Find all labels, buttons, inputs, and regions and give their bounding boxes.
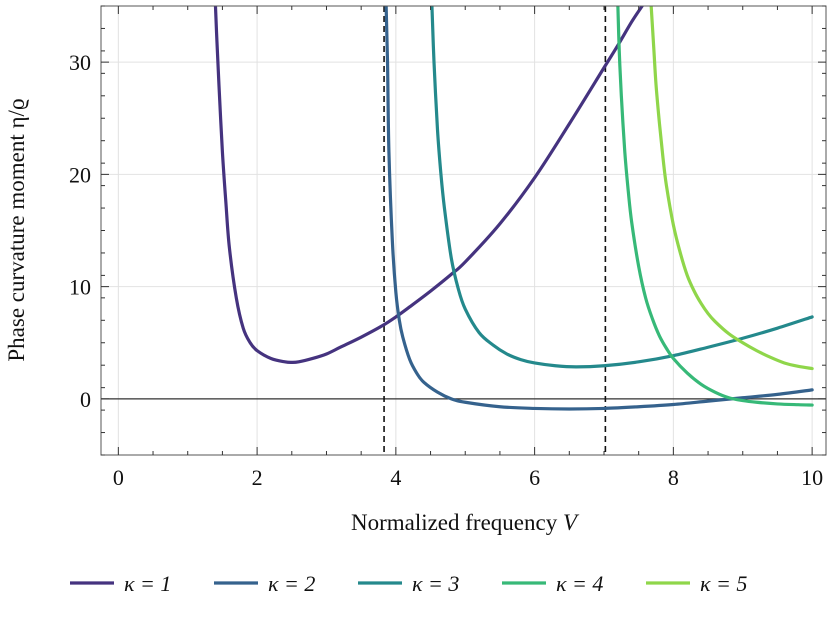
y-tick-label: 20 xyxy=(69,162,91,187)
series-line-kappa-3 xyxy=(430,6,814,369)
series-line-kappa-2 xyxy=(384,6,814,411)
legend-label: κ = 4 xyxy=(556,571,603,596)
series-line-kappa-1 xyxy=(213,6,644,364)
x-axis-title-text: Normalized frequency xyxy=(351,510,558,535)
x-tick-label: 4 xyxy=(390,465,401,490)
grid-lines xyxy=(101,6,826,455)
y-tick-label: 30 xyxy=(69,50,91,75)
legend-item-kappa-5: κ = 5 xyxy=(646,571,747,596)
legend: κ = 1 κ = 2 κ = 3 κ = 4 κ = 5 xyxy=(70,571,747,596)
x-tick-label: 8 xyxy=(668,465,679,490)
y-axis-title: Phase curvature moment η/ϱ xyxy=(4,98,29,361)
legend-label: κ = 2 xyxy=(268,571,315,596)
legend-item-kappa-3: κ = 3 xyxy=(358,571,459,596)
x-tick-label: 6 xyxy=(529,465,540,490)
x-axis-variable: V xyxy=(563,510,580,535)
series-lines xyxy=(213,6,814,411)
y-tick-label: 10 xyxy=(69,275,91,300)
legend-label: κ = 5 xyxy=(700,571,747,596)
legend-label: κ = 3 xyxy=(412,571,459,596)
legend-item-kappa-1: κ = 1 xyxy=(70,571,171,596)
legend-label: κ = 1 xyxy=(124,571,171,596)
x-tick-label: 0 xyxy=(113,465,124,490)
legend-item-kappa-2: κ = 2 xyxy=(214,571,315,596)
plot-frame xyxy=(100,5,827,456)
reference-lines xyxy=(101,6,826,455)
x-tick-label: 10 xyxy=(801,465,823,490)
series-line-kappa-5 xyxy=(649,6,814,371)
axis-ticks xyxy=(101,5,826,456)
series-line-kappa-4 xyxy=(616,6,814,407)
tick-labels: 0 2 4 6 8 10 0 10 20 30 xyxy=(69,50,823,490)
x-tick-label: 2 xyxy=(252,465,263,490)
x-axis-title: Normalized frequency V xyxy=(351,510,580,535)
y-tick-label: 0 xyxy=(80,387,91,412)
legend-item-kappa-4: κ = 4 xyxy=(502,571,603,596)
